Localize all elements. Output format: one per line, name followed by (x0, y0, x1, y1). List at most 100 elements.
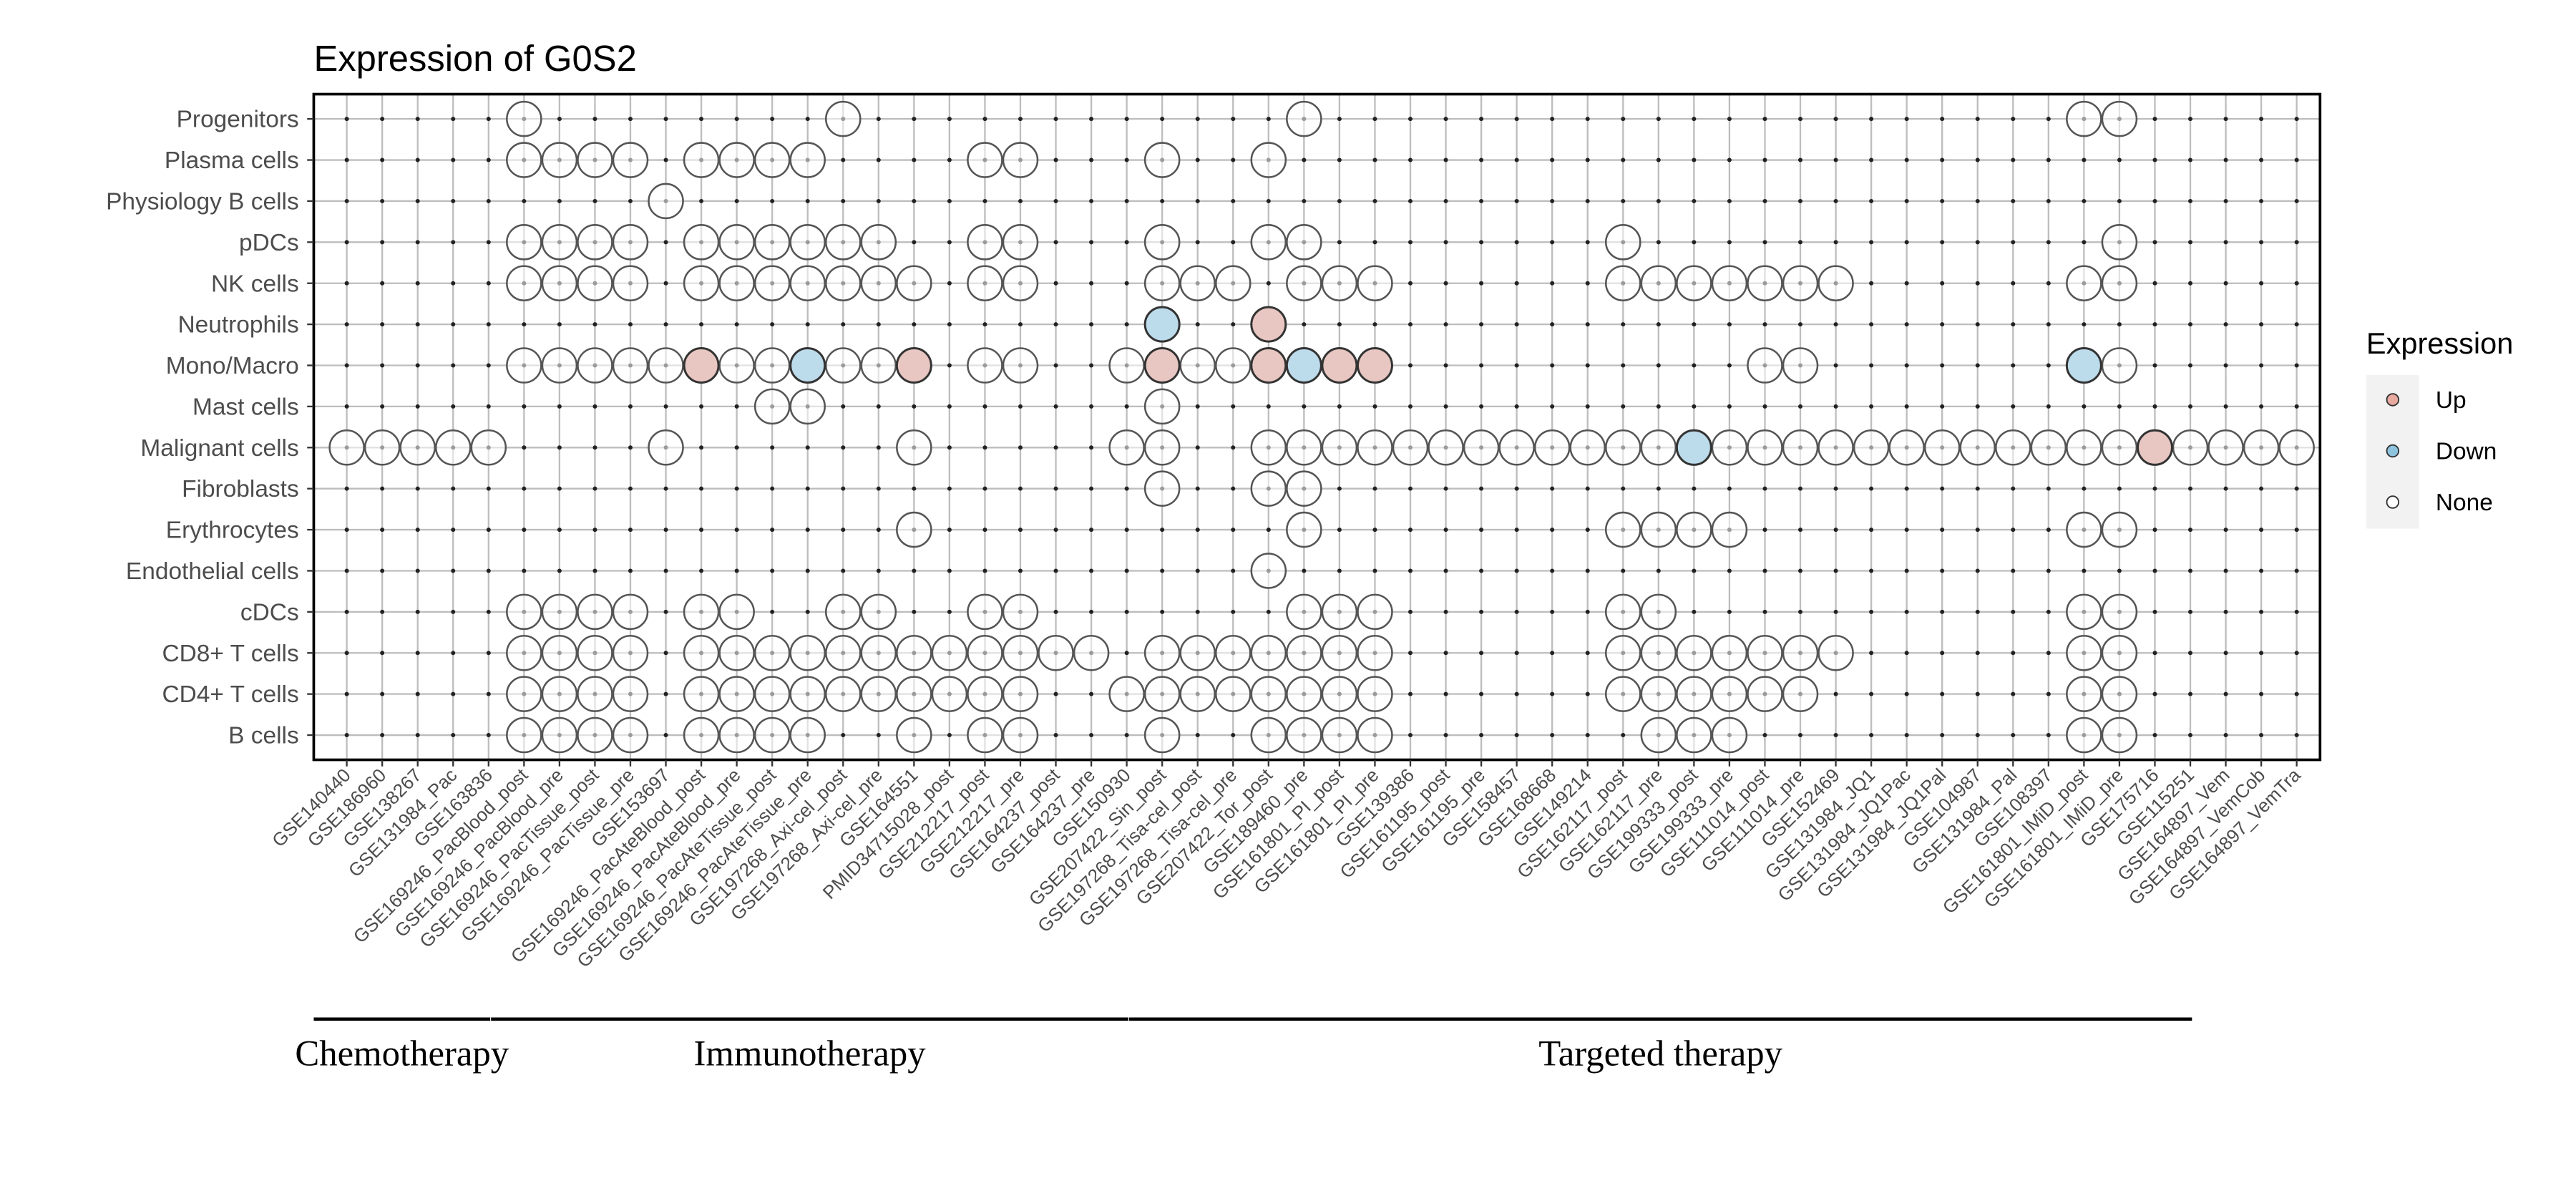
empty-point (628, 486, 633, 491)
empty-point (1940, 281, 1945, 286)
point-none (2207, 429, 2244, 466)
empty-point (592, 568, 597, 573)
y-tick-label: Endothelial cells (126, 558, 299, 585)
point-none (506, 142, 542, 178)
point-none (1321, 429, 1358, 466)
point-none (541, 265, 578, 301)
y-tick-label: CD8+ T cells (162, 641, 298, 667)
empty-point (2011, 528, 2016, 533)
empty-point (1550, 281, 1555, 286)
point-none (824, 634, 862, 671)
empty-point (1692, 198, 1697, 203)
empty-point (628, 445, 633, 450)
empty-point (1408, 568, 1413, 573)
empty-point (1018, 568, 1023, 573)
point-none (2101, 676, 2138, 712)
empty-point (1975, 322, 1980, 327)
point-none (824, 265, 862, 301)
empty-point (912, 322, 917, 327)
point-none (1286, 429, 1322, 466)
empty-point (415, 486, 420, 491)
empty-point (1621, 486, 1626, 491)
legend-key-up (2386, 393, 2400, 407)
empty-point (947, 117, 952, 122)
point-none (1357, 265, 1393, 301)
empty-point (1124, 404, 1129, 409)
empty-point (1337, 568, 1342, 573)
chart-title: Expression of G0S2 (313, 38, 636, 79)
empty-point (947, 609, 952, 614)
point-up (2136, 429, 2173, 466)
point-none (434, 429, 472, 466)
point-none (506, 716, 542, 754)
empty-point (770, 609, 775, 614)
point-none (612, 265, 649, 301)
empty-point (663, 486, 668, 491)
empty-point (1514, 322, 1519, 327)
point-none (1143, 716, 1181, 754)
point-none (2101, 429, 2138, 466)
group-label: Targeted therapy (1538, 1033, 1782, 1073)
empty-point (522, 445, 527, 450)
empty-point (1195, 198, 1200, 203)
empty-point (2259, 691, 2264, 696)
point-none (860, 347, 897, 384)
empty-point (415, 240, 420, 245)
empty-point (1124, 198, 1129, 203)
point-none (860, 676, 897, 712)
empty-point (380, 117, 385, 122)
empty-point (2259, 157, 2264, 162)
point-none (1959, 429, 1996, 466)
empty-point (1585, 733, 1590, 738)
point-none (1108, 347, 1145, 384)
empty-point (1904, 404, 1909, 409)
point-none (1711, 265, 1748, 301)
empty-point (1443, 609, 1448, 614)
empty-point (1195, 240, 1200, 245)
y-tick-label: Erythrocytes (166, 517, 299, 544)
point-none (1747, 265, 1783, 301)
empty-point (1302, 404, 1307, 409)
empty-point (2117, 322, 2122, 327)
empty-point (1337, 404, 1342, 409)
empty-point (415, 404, 420, 409)
empty-point (486, 528, 491, 533)
empty-point (451, 651, 456, 656)
empty-point (1018, 404, 1023, 409)
point-none (506, 634, 542, 671)
point-none (1640, 716, 1677, 754)
point-none (1782, 676, 1819, 712)
empty-point (947, 528, 952, 533)
empty-point (1337, 322, 1342, 327)
empty-point (1762, 486, 1767, 491)
empty-point (1656, 240, 1661, 245)
empty-point (1762, 528, 1767, 533)
empty-point (1833, 609, 1838, 614)
point-down (789, 347, 826, 384)
empty-point (1337, 486, 1342, 491)
empty-point (1479, 486, 1484, 491)
empty-point (1869, 404, 1874, 409)
empty-point (557, 445, 562, 450)
point-none (1179, 347, 1216, 384)
empty-point (1585, 240, 1590, 245)
empty-point (1231, 198, 1236, 203)
empty-point (486, 281, 491, 286)
empty-point (2046, 486, 2051, 491)
point-none (896, 676, 932, 712)
empty-point (770, 486, 775, 491)
empty-point (876, 404, 881, 409)
y-tick-label: Fibroblasts (182, 476, 299, 502)
point-none (648, 347, 684, 384)
point-none (1747, 347, 1783, 384)
empty-point (2223, 733, 2228, 738)
empty-point (734, 568, 739, 573)
empty-point (734, 404, 739, 409)
point-none (612, 347, 649, 384)
y-tick-label: cDCs (240, 599, 299, 626)
empty-point (947, 363, 952, 368)
empty-point (947, 198, 952, 203)
empty-point (876, 733, 881, 738)
empty-point (2294, 281, 2299, 286)
empty-point (2294, 691, 2299, 696)
